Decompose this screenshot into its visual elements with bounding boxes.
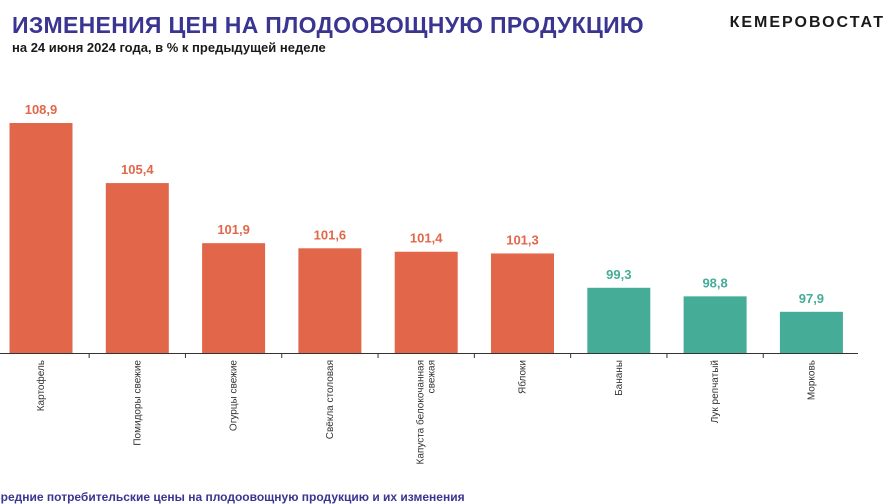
data-label-1: 108,9 bbox=[25, 102, 58, 117]
chart-title: ИЗМЕНЕНИЯ ЦЕН НА ПЛОДООВОЩНУЮ ПРОДУКЦИЮ bbox=[12, 12, 644, 38]
category-label-1: Картофель bbox=[35, 360, 47, 411]
data-label-2: 105,4 bbox=[121, 162, 154, 177]
data-label-5: 101,4 bbox=[410, 231, 443, 246]
bar-6 bbox=[491, 253, 554, 353]
bar-8 bbox=[683, 296, 747, 353]
footer-caption: Средние потребительские цены на плодоово… bbox=[0, 490, 465, 504]
bar-3 bbox=[202, 243, 266, 353]
category-label-5: Капуста белокочаннаясвежая bbox=[415, 360, 438, 464]
data-label-6: 101,3 bbox=[506, 232, 539, 247]
brand-logo: КЕМЕРОВОСТАТ bbox=[729, 14, 885, 31]
data-label-3: 101,9 bbox=[217, 222, 250, 237]
chart-subtitle: на 24 июня 2024 года, в % к предыдущей н… bbox=[12, 40, 326, 55]
bar-5 bbox=[394, 251, 458, 353]
data-label-7: 99,3 bbox=[606, 267, 631, 282]
bar-1 bbox=[9, 123, 73, 353]
category-label-7: Бананы bbox=[614, 360, 625, 396]
category-label-4: Свёкла столовая bbox=[325, 360, 336, 439]
category-label-2: Помидоры свежие bbox=[132, 360, 143, 446]
category-label-6: Яблоки bbox=[517, 360, 529, 394]
category-label-8: Лук репчатый bbox=[710, 360, 721, 423]
bar-9 bbox=[779, 311, 843, 353]
data-label-8: 98,8 bbox=[702, 275, 727, 290]
category-label-3: Огурцы свежие bbox=[229, 360, 240, 431]
bar-4 bbox=[298, 248, 362, 353]
bar-7 bbox=[587, 287, 651, 353]
data-label-9: 97,9 bbox=[799, 291, 824, 306]
bar-2 bbox=[105, 183, 169, 353]
category-label-9: Морковь bbox=[806, 360, 817, 400]
data-label-4: 101,6 bbox=[314, 227, 347, 242]
